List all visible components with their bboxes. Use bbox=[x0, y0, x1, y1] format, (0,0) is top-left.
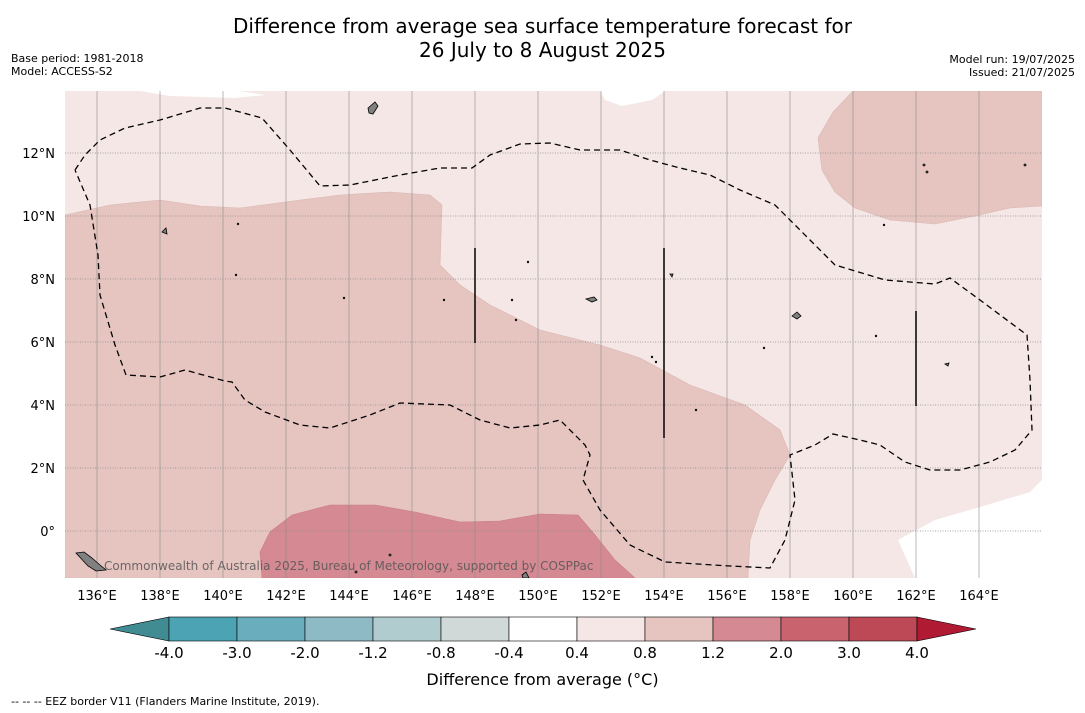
eez-border-main bbox=[74, 107, 1033, 569]
island-kosrae bbox=[791, 311, 802, 320]
issued-date: Issued: 21/07/2025 bbox=[968, 66, 1075, 79]
anomaly-region-0.0-0.4-north bbox=[600, 91, 665, 106]
colorbar-extend-high bbox=[916, 616, 977, 642]
colorbar-tick-label: -2.0 bbox=[290, 644, 320, 662]
colorbar-segment bbox=[712, 616, 782, 642]
base-period: Base period: 1981-2018 bbox=[11, 52, 144, 65]
meta-left: Base period: 1981-2018 Model: ACCESS-S2 bbox=[11, 52, 143, 78]
anomaly-region-0.8-1.2-west bbox=[65, 191, 791, 578]
colorbar-segment bbox=[168, 616, 238, 642]
colorbar-tick-label: 0.8 bbox=[633, 644, 657, 662]
colorbar-tick-label: 3.0 bbox=[837, 644, 861, 662]
anomaly-region-0.8-1.2-northeast bbox=[817, 91, 1042, 225]
colorbar-tick-label: 1.2 bbox=[701, 644, 725, 662]
lon-tick-label: 142°E bbox=[266, 589, 306, 604]
colorbar-segments bbox=[168, 616, 918, 642]
lat-tick-label: 0° bbox=[40, 525, 55, 540]
island-northwest bbox=[367, 101, 379, 115]
colorbar-tick-label: -0.8 bbox=[426, 644, 456, 662]
islands bbox=[75, 101, 1027, 578]
colorbar-segment bbox=[508, 616, 578, 642]
lon-tick-label: 136°E bbox=[77, 589, 117, 604]
lat-tick-label: 10°N bbox=[22, 210, 55, 225]
lat-tick-label: 4°N bbox=[31, 399, 56, 414]
title-line-2: 26 July to 8 August 2025 bbox=[419, 38, 666, 62]
lon-tick-label: 158°E bbox=[770, 589, 810, 604]
colorbar-segment bbox=[576, 616, 646, 642]
lon-tick-label: 152°E bbox=[581, 589, 621, 604]
colorbar bbox=[109, 616, 977, 642]
eez-legend: -- -- -- EEZ border V11 (Flanders Marine… bbox=[11, 695, 320, 708]
lon-tick-label: 154°E bbox=[644, 589, 684, 604]
anomaly-region-0.0-0.4 bbox=[898, 480, 1042, 578]
anomaly-region-1.2-2.0 bbox=[259, 504, 636, 578]
lon-tick-label: 164°E bbox=[959, 589, 999, 604]
lon-tick-label: 162°E bbox=[896, 589, 936, 604]
island-south bbox=[521, 571, 530, 578]
colorbar-segment bbox=[644, 616, 714, 642]
colorbar-extend-low bbox=[109, 616, 170, 642]
lat-tick-label: 6°N bbox=[31, 336, 56, 351]
latitude-labels: 12°N 10°N 8°N 6°N 4°N 2°N 0° bbox=[22, 147, 55, 540]
island-small-3 bbox=[944, 362, 950, 367]
lat-tick-label: 2°N bbox=[31, 462, 56, 477]
longitude-labels: 136°E 138°E 140°E 142°E 144°E 146°E 148°E 150°E… bbox=[77, 589, 999, 604]
lon-tick-label: 160°E bbox=[833, 589, 873, 604]
colorbar-tick-label: -1.2 bbox=[358, 644, 388, 662]
model-run: Model run: 19/07/2025 bbox=[949, 53, 1075, 66]
lon-tick-label: 146°E bbox=[392, 589, 432, 604]
colorbar-tick-label: 4.0 bbox=[905, 644, 929, 662]
colorbar-segment bbox=[780, 616, 850, 642]
colorbar-label: Difference from average (°C) bbox=[426, 670, 659, 689]
island-southwest bbox=[75, 551, 107, 572]
island-small-4 bbox=[669, 273, 674, 278]
lon-tick-label: 144°E bbox=[329, 589, 369, 604]
colorbar-tick-label: 2.0 bbox=[769, 644, 793, 662]
colorbar-segment bbox=[236, 616, 306, 642]
colorbar-segment bbox=[440, 616, 510, 642]
lon-tick-label: 150°E bbox=[518, 589, 558, 604]
lat-tick-label: 12°N bbox=[22, 147, 55, 162]
model-name: Model: ACCESS-S2 bbox=[11, 65, 113, 78]
colorbar-segment bbox=[848, 616, 918, 642]
lon-tick-label: 148°E bbox=[455, 589, 495, 604]
lat-tick-label: 8°N bbox=[31, 273, 56, 288]
colorbar-tick-label: -4.0 bbox=[154, 644, 184, 662]
island-small-2 bbox=[584, 296, 598, 303]
title-line-1: Difference from average sea surface temp… bbox=[232, 14, 852, 38]
island-small-1 bbox=[161, 227, 168, 235]
lon-tick-label: 138°E bbox=[140, 589, 180, 604]
lon-tick-label: 156°E bbox=[707, 589, 747, 604]
colorbar-segment bbox=[304, 616, 374, 642]
lon-tick-label: 140°E bbox=[203, 589, 243, 604]
chart-title: Difference from average sea surface temp… bbox=[0, 14, 1085, 62]
colorbar-tick-label: 0.4 bbox=[565, 644, 589, 662]
attribution: Commonwealth of Australia 2025, Bureau o… bbox=[104, 559, 594, 573]
meta-right: Model run: 19/07/2025 Issued: 21/07/2025 bbox=[949, 53, 1075, 79]
map-area: Commonwealth of Australia 2025, Bureau o… bbox=[65, 91, 1042, 578]
colorbar-segment bbox=[372, 616, 442, 642]
colorbar-tick-label: -0.4 bbox=[494, 644, 524, 662]
graticule bbox=[65, 91, 1042, 578]
colorbar-tick-label: -3.0 bbox=[222, 644, 252, 662]
